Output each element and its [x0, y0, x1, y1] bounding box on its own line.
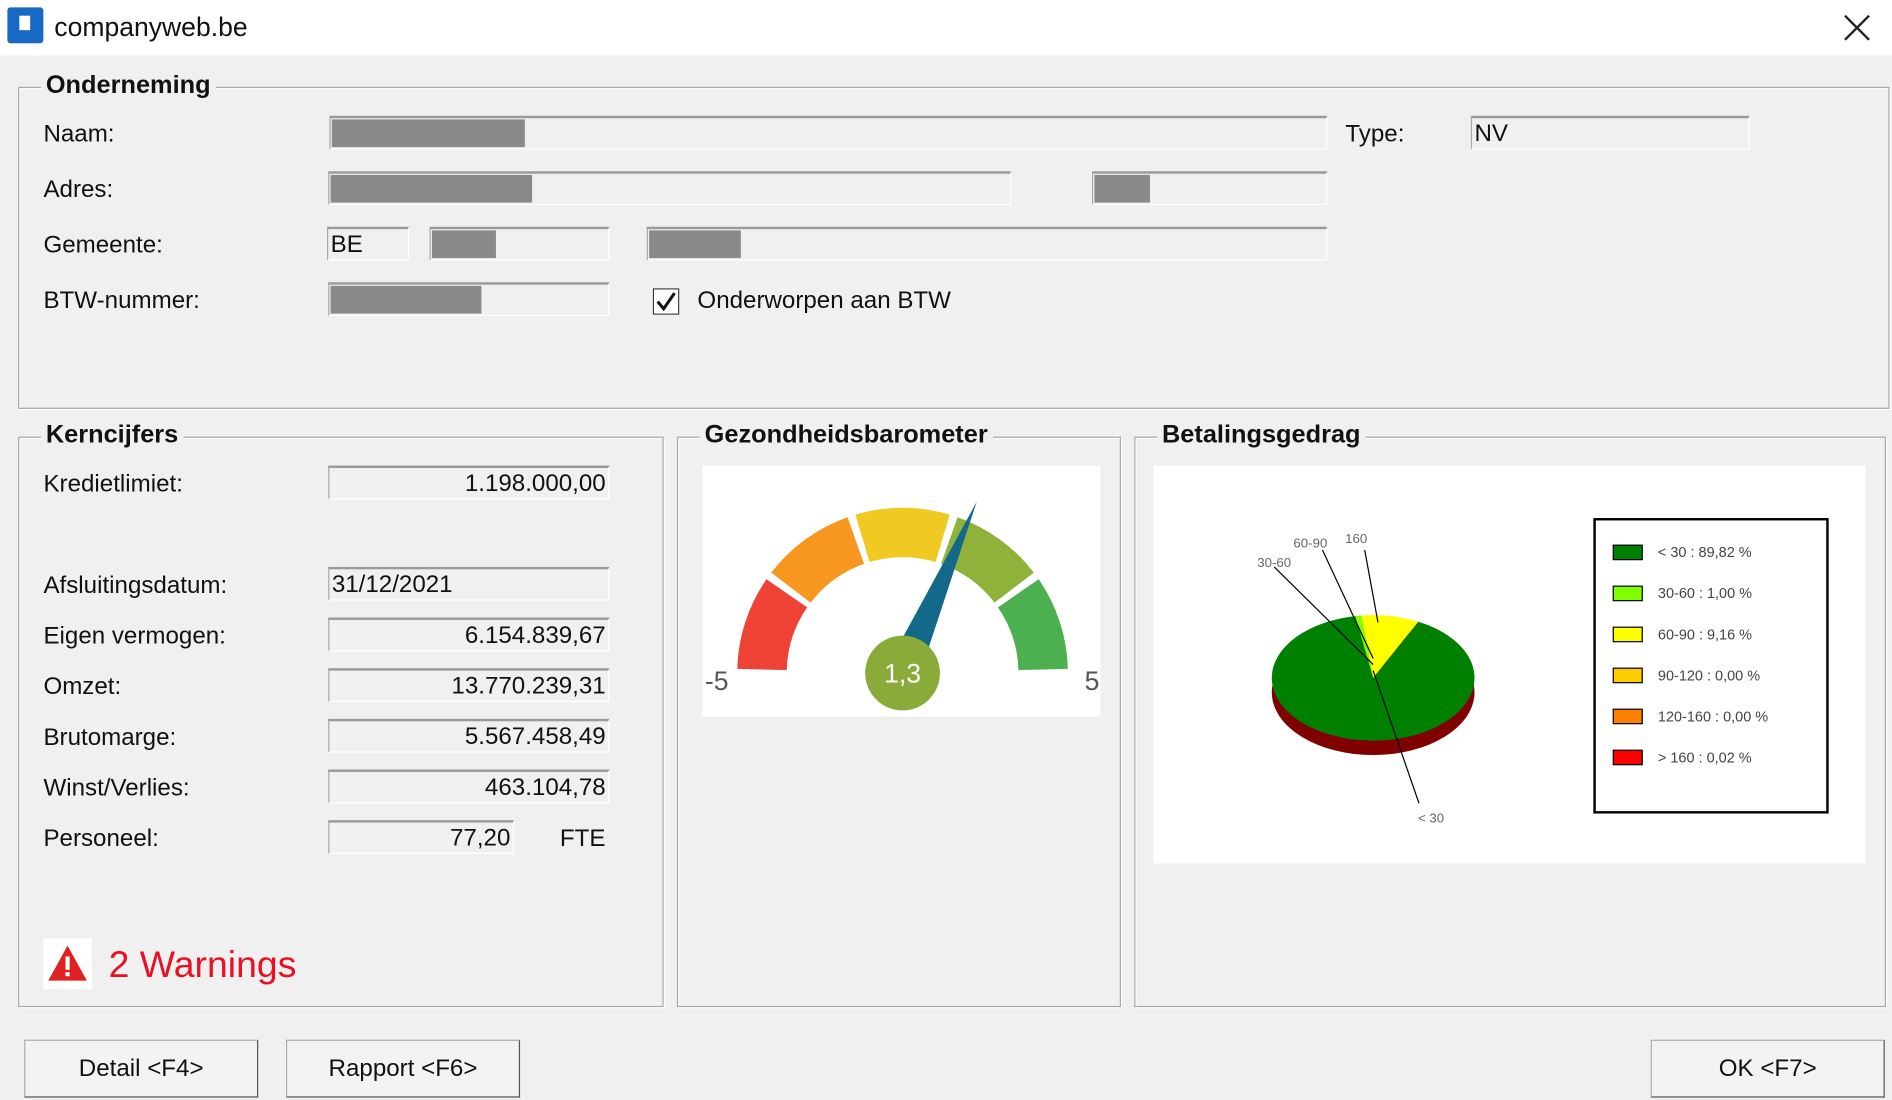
- callout-label: 160: [1345, 531, 1367, 546]
- legend-box: [1593, 518, 1829, 814]
- gauge-needle: [887, 501, 977, 680]
- group-legend: Gezondheidsbarometer: [699, 420, 993, 450]
- legend-swatch: [1612, 667, 1643, 684]
- field-label: Gemeente:: [43, 232, 163, 259]
- title-bar: companyweb.be: [0, 0, 1892, 56]
- legend-swatch: [1612, 585, 1643, 602]
- group-legend: Betalingsgedrag: [1157, 420, 1366, 450]
- field-label: BTW-nummer:: [43, 287, 200, 315]
- gauge-band: [997, 579, 1068, 671]
- window-title: companyweb.be: [54, 12, 248, 43]
- group-legend: Kerncijfers: [41, 420, 184, 450]
- redaction: [331, 119, 525, 148]
- legend-swatch: [1612, 544, 1643, 561]
- value-field: 31/12/2021: [328, 566, 610, 601]
- legend-label: 90-120 : 0,00 %: [1658, 668, 1760, 684]
- redaction: [330, 174, 533, 203]
- address-field[interactable]: [328, 171, 1012, 206]
- callout-line: [1364, 549, 1379, 623]
- app-icon: [7, 7, 44, 44]
- callout-label: < 30: [1418, 811, 1444, 826]
- vat-field[interactable]: [328, 282, 610, 317]
- pie-slice: [1373, 621, 1419, 678]
- redaction: [330, 285, 482, 314]
- field-label: Omzet:: [43, 673, 122, 701]
- warning-icon-bg: [43, 938, 92, 990]
- detail-button[interactable]: Detail <F4>: [24, 1039, 259, 1098]
- callout-label: 60-90: [1293, 536, 1327, 551]
- value-field: 13.770.239,31: [328, 668, 610, 702]
- pie-slice: [1271, 616, 1475, 741]
- name-field[interactable]: [329, 115, 1328, 150]
- callout-label: 30-60: [1257, 555, 1291, 570]
- legend-label: 60-90 : 9,16 %: [1658, 627, 1752, 643]
- field-label: Winst/Verlies:: [43, 774, 190, 802]
- value-field: 1.198.000,00: [328, 465, 610, 500]
- city-field[interactable]: [646, 226, 1328, 261]
- redaction: [1094, 174, 1150, 203]
- field-label: Afsluitingsdatum:: [43, 572, 228, 599]
- gauge-hub: [865, 635, 940, 711]
- legend-swatch: [1612, 749, 1643, 766]
- gauge-chart: 1,3 -5 5: [702, 465, 1101, 717]
- value-field: 463.104,78: [328, 769, 610, 804]
- country-field[interactable]: BE: [326, 226, 410, 261]
- field-label: Brutomarge:: [43, 724, 177, 751]
- key-figures-group: Kerncijfers: [18, 420, 664, 1008]
- gauge-max: 5: [1085, 666, 1100, 696]
- gauge-band: [771, 517, 865, 603]
- checkbox[interactable]: [652, 288, 680, 315]
- gauge-band: [855, 507, 950, 563]
- callout-line: [1273, 566, 1374, 666]
- ok-button[interactable]: OK <F7>: [1650, 1039, 1885, 1098]
- gauge-value: 1,3: [884, 659, 921, 689]
- field-label: Kredietlimiet:: [43, 470, 183, 498]
- legend-label: 120-160 : 0,00 %: [1658, 709, 1768, 725]
- warning-icon: [48, 945, 87, 981]
- number-field[interactable]: [1092, 171, 1328, 206]
- gauge-min: -5: [705, 666, 729, 696]
- legend-label: < 30 : 89,82 %: [1658, 545, 1752, 561]
- value-field: 5.567.458,49: [328, 718, 610, 753]
- report-button[interactable]: Rapport <F6>: [285, 1039, 521, 1098]
- pie-slice: [1361, 615, 1419, 678]
- warnings-link[interactable]: 2 Warnings: [108, 943, 297, 986]
- field-label: Adres:: [43, 176, 114, 204]
- field-label: Type:: [1345, 121, 1405, 148]
- legend-swatch: [1612, 708, 1643, 725]
- unit-label: FTE: [559, 825, 606, 853]
- callout-line: [1372, 670, 1420, 804]
- gauge-band: [737, 579, 808, 671]
- redaction: [649, 230, 741, 259]
- field-label: Eigen vermogen:: [43, 622, 226, 650]
- payment-group: Betalingsgedrag: [1134, 420, 1886, 1008]
- legend-swatch: [1612, 626, 1643, 643]
- health-group: Gezondheidsbarometer: [676, 420, 1121, 1008]
- redaction: [431, 230, 496, 259]
- company-group: Onderneming: [18, 71, 1890, 409]
- legend-label: 30-60 : 1,00 %: [1658, 586, 1752, 602]
- postcode-field[interactable]: [429, 226, 610, 261]
- field-label: Personeel:: [43, 825, 159, 853]
- group-legend: Onderneming: [41, 71, 216, 101]
- field-label: Naam:: [43, 121, 115, 148]
- legend-label: > 160 : 0,02 %: [1658, 750, 1752, 766]
- value-field: 77,20: [328, 820, 515, 854]
- close-button[interactable]: [1843, 13, 1872, 42]
- checkbox-label: Onderworpen aan BTW: [697, 287, 951, 315]
- type-field[interactable]: NV: [1470, 115, 1750, 150]
- value-field: 6.154.839,67: [328, 617, 610, 652]
- callout-line: [1321, 549, 1374, 659]
